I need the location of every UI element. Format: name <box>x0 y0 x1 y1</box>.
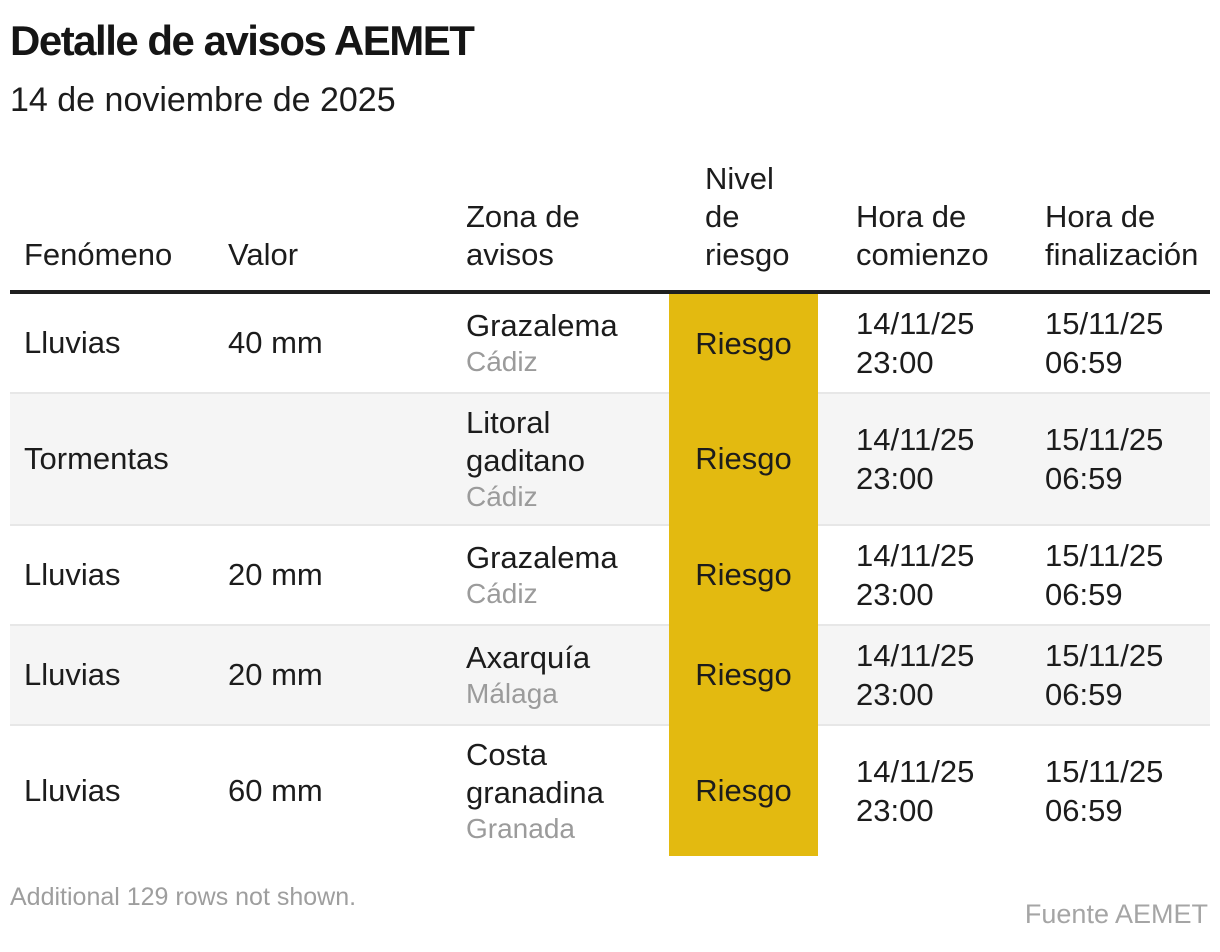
cell-valor: 20 mm <box>214 625 452 726</box>
cell-spacer <box>818 292 842 394</box>
zone-name: Grazalema <box>466 308 618 343</box>
end-date: 15/11/25 <box>1045 638 1164 673</box>
cell-valor: 20 mm <box>214 525 452 626</box>
start-date: 14/11/25 <box>856 638 975 673</box>
column-header-spacer <box>818 160 842 294</box>
column-header-valor: Valor <box>214 160 452 294</box>
cell-spacer <box>818 393 842 526</box>
end-time: 06:59 <box>1045 793 1123 828</box>
cell-zona-de-avisos: Costa granadina Granada <box>452 725 669 856</box>
cell-zona-de-avisos: Grazalema Cádiz <box>452 292 669 394</box>
cell-nivel-de-riesgo: Riesgo <box>669 393 818 525</box>
cell-spacer <box>818 725 842 856</box>
end-time: 06:59 <box>1045 461 1123 496</box>
cell-nivel-de-riesgo: Riesgo <box>669 625 818 725</box>
start-time: 23:00 <box>856 577 934 612</box>
column-header-fenomeno: Fenómeno <box>10 160 214 294</box>
cell-hora-de-comienzo: 14/11/25 23:00 <box>842 625 1031 726</box>
province-name: Cádiz <box>466 578 538 609</box>
start-time: 23:00 <box>856 677 934 712</box>
cell-nivel-de-riesgo: Riesgo <box>669 525 818 625</box>
table-body: Lluvias 40 mm Grazalema Cádiz Riesgo 14/11/25… <box>10 292 1210 856</box>
zone-name: Grazalema <box>466 540 618 575</box>
cell-fenomeno: Tormentas <box>10 393 214 526</box>
table-header: Fenómeno Valor Zona de avisos Nivel de r… <box>10 160 1210 294</box>
end-date: 15/11/25 <box>1045 306 1164 341</box>
cell-hora-de-finalizacion: 15/11/25 06:59 <box>1031 725 1210 856</box>
cell-fenomeno: Lluvias <box>10 292 214 394</box>
column-header-hora-de-finalizacion: Hora de finalización <box>1031 160 1210 294</box>
source-attribution: Fuente AEMET <box>1024 899 1208 929</box>
zone-name: Axarquía <box>466 640 591 675</box>
cell-nivel-de-riesgo: Riesgo <box>669 292 818 393</box>
start-date: 14/11/25 <box>856 754 975 789</box>
cell-hora-de-comienzo: 14/11/25 23:00 <box>842 525 1031 626</box>
cell-hora-de-comienzo: 14/11/25 23:00 <box>842 725 1031 856</box>
cell-hora-de-finalizacion: 15/11/25 06:59 <box>1031 292 1210 394</box>
column-header-nivel-de-riesgo: Nivel de riesgo <box>669 160 818 294</box>
cell-spacer <box>818 525 842 626</box>
province-name: Granada <box>466 813 575 844</box>
column-header-zona-de-avisos: Zona de avisos <box>452 160 669 294</box>
start-date: 14/11/25 <box>856 422 975 457</box>
cell-hora-de-finalizacion: 15/11/25 06:59 <box>1031 625 1210 726</box>
end-date: 15/11/25 <box>1045 422 1164 457</box>
cell-zona-de-avisos: Litoral gaditano Cádiz <box>452 393 669 526</box>
end-time: 06:59 <box>1045 345 1123 380</box>
cell-fenomeno: Lluvias <box>10 525 214 626</box>
end-time: 06:59 <box>1045 677 1123 712</box>
province-name: Cádiz <box>466 346 538 377</box>
cell-nivel-de-riesgo: Riesgo <box>669 725 818 856</box>
cell-valor: 60 mm <box>228 773 323 808</box>
end-date: 15/11/25 <box>1045 538 1164 573</box>
province-name: Málaga <box>466 678 558 709</box>
zone-name: Costa granadina <box>466 737 604 810</box>
start-time: 23:00 <box>856 793 934 828</box>
cell-zona-de-avisos: Axarquía Málaga <box>452 625 669 726</box>
cell-hora-de-finalizacion: 15/11/25 06:59 <box>1031 393 1210 526</box>
chart-subtitle: 14 de noviembre de 2025 <box>10 81 396 119</box>
cell-spacer <box>818 625 842 726</box>
cell-valor: 40 mm <box>214 292 452 394</box>
cell-hora-de-finalizacion: 15/11/25 06:59 <box>1031 525 1210 626</box>
truncation-note: Additional 129 rows not shown. <box>10 883 357 911</box>
cell-hora-de-comienzo: 14/11/25 23:00 <box>842 292 1031 394</box>
column-header-hora-de-comienzo: Hora de comienzo <box>842 160 1031 294</box>
warnings-table: Fenómeno Valor Zona de avisos Nivel de r… <box>10 160 1210 856</box>
table-row: Lluvias 40 mm Grazalema Cádiz Riesgo 14/11/25… <box>10 292 1210 394</box>
table-row: Lluvias 60 mm Costa granadina Granada Riesgo… <box>10 725 1210 856</box>
cell-valor <box>214 393 452 526</box>
province-name: Cádiz <box>466 481 538 512</box>
chart-title: Detalle de avisos AEMET <box>10 17 475 64</box>
table-row: Lluvias 20 mm Axarquía Málaga Riesgo 14/11/25… <box>10 625 1210 726</box>
zone-name: Litoral gaditano <box>466 405 585 478</box>
start-date: 14/11/25 <box>856 306 975 341</box>
table-row: Lluvias 20 mm Grazalema Cádiz Riesgo 14/11/25… <box>10 525 1210 626</box>
start-time: 23:00 <box>856 345 934 380</box>
start-date: 14/11/25 <box>856 538 975 573</box>
cell-hora-de-comienzo: 14/11/25 23:00 <box>842 393 1031 526</box>
cell-fenomeno: Lluvias <box>24 773 121 808</box>
end-date: 15/11/25 <box>1045 754 1164 789</box>
cell-zona-de-avisos: Grazalema Cádiz <box>452 525 669 626</box>
start-time: 23:00 <box>856 461 934 496</box>
end-time: 06:59 <box>1045 577 1123 612</box>
table-row: Tormentas Litoral gaditano Cádiz Riesgo 14/1… <box>10 393 1210 526</box>
cell-fenomeno: Lluvias <box>10 625 214 726</box>
